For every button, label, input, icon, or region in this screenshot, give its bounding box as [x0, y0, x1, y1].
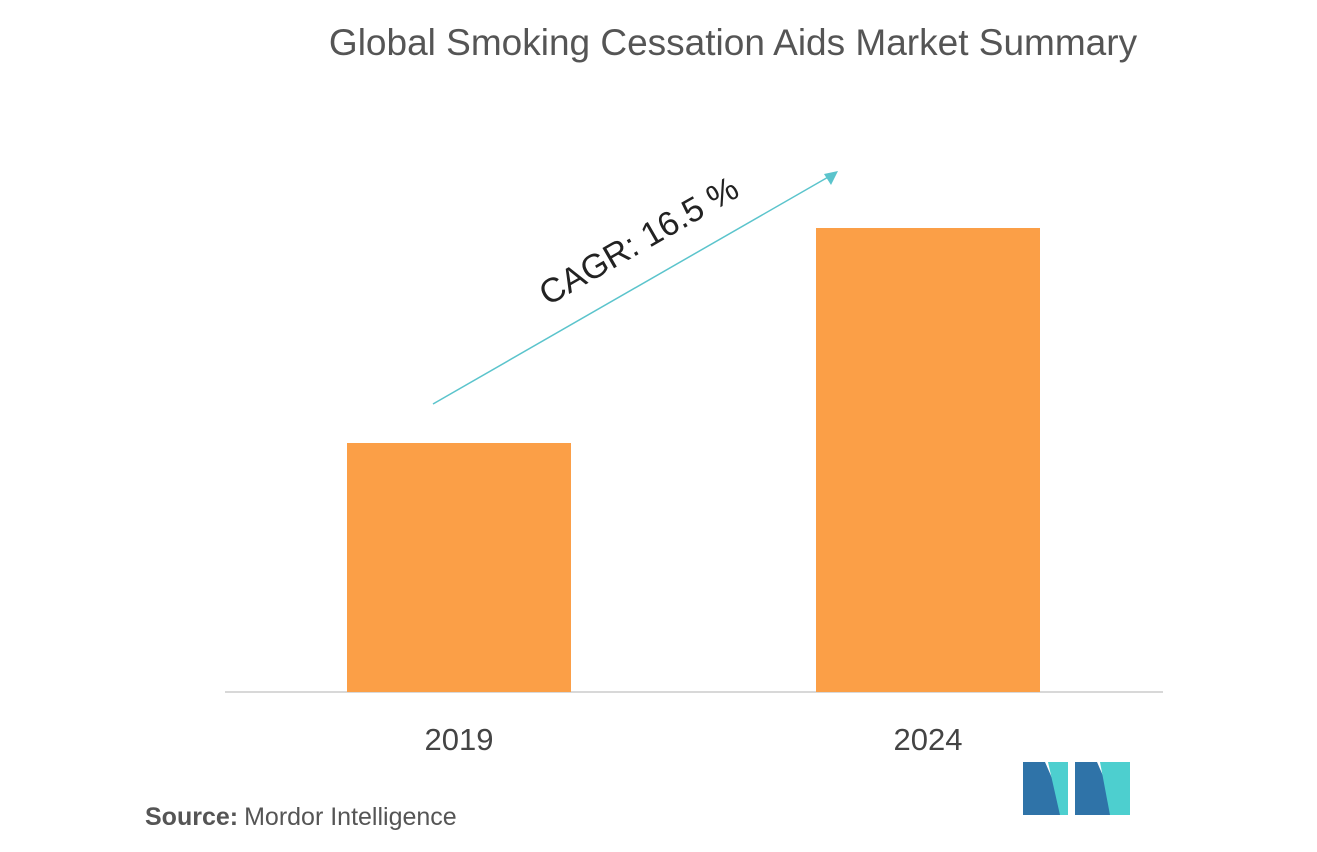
arrow-head [824, 171, 838, 185]
cagr-arrow [432, 175, 831, 405]
logo-part [1100, 762, 1130, 815]
bar [347, 443, 571, 692]
x-tick-label: 2019 [425, 722, 494, 757]
bar [816, 228, 1040, 692]
x-tick-label: 2024 [894, 722, 963, 757]
logo-part [1023, 762, 1068, 815]
source-name: Mordor Intelligence [244, 803, 457, 831]
source-label: Source: [145, 803, 238, 831]
cagr-label: CAGR: 16.5 % [533, 169, 745, 313]
source: Source: Mordor Intelligence [145, 803, 457, 831]
logo [1023, 762, 1130, 815]
chart-title: Global Smoking Cessation Aids Market Sum… [329, 22, 1138, 63]
logo-part [1048, 762, 1068, 815]
